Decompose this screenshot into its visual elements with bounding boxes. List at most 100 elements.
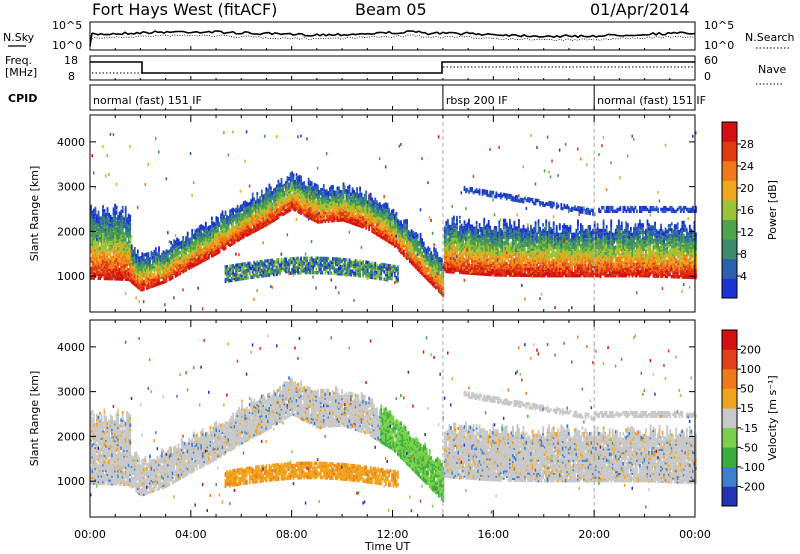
power-echo-cell [206, 237, 209, 242]
power-echo-cell [129, 231, 132, 236]
power-echo-cell [247, 212, 250, 216]
power-echo-cell [244, 202, 247, 206]
power-echo-cell [135, 278, 138, 282]
power-echo-cell [271, 271, 274, 275]
power-echo-cell [236, 277, 239, 282]
power-echo-cell [273, 192, 275, 196]
power-echo-cell [94, 268, 97, 273]
power-echo-cell [114, 237, 116, 242]
power-echo-cell [141, 280, 144, 284]
power-echo-cell [96, 261, 98, 265]
power-echo-cell [93, 223, 95, 228]
power-echo-cell [102, 267, 104, 271]
power-echo-cell [102, 255, 104, 260]
power-echo-cell [209, 238, 212, 242]
power-echo-cell [256, 195, 259, 200]
power-echo-cell [206, 234, 209, 238]
power-echo-cell [93, 231, 95, 235]
power-echo-cell [90, 204, 92, 209]
power-echo-cell [141, 282, 144, 286]
power-echo-cell [189, 261, 192, 266]
power-echo-cell [150, 277, 153, 281]
power-echo-cell [242, 271, 245, 275]
power-echo-cell [102, 240, 104, 245]
power-echo-cell [274, 206, 277, 210]
power-echo-cell [144, 268, 147, 272]
power-echo-cell [239, 218, 242, 222]
power-echo-cell [265, 200, 268, 204]
power-echo-cell [203, 226, 206, 230]
power-echo-cell [173, 258, 175, 262]
power-echo-cell [280, 191, 283, 195]
power-echo-cell [115, 258, 118, 262]
power-echo-cell [133, 260, 136, 264]
power-echo-cell [155, 281, 157, 285]
power-echo-cell [93, 257, 95, 261]
power-echo-cell [102, 259, 104, 264]
power-echo-cell [173, 296, 175, 300]
power-echo-cell [212, 236, 215, 240]
power-echo-cell [211, 216, 213, 221]
power-echo-cell [156, 260, 159, 264]
power-echo-cell [188, 260, 191, 265]
power-echo-cell [108, 220, 110, 224]
power-echo-cell [123, 252, 126, 257]
power-echo-cell [99, 248, 101, 252]
power-echo-cell [112, 237, 115, 241]
power-echo-cell [257, 262, 260, 266]
power-echo-cell [247, 219, 250, 223]
power-echo-cell [174, 270, 177, 274]
power-echo-cell [141, 286, 144, 290]
power-echo-cell [235, 213, 237, 217]
power-echo-cell [146, 258, 148, 262]
power-echo-cell [204, 242, 207, 246]
power-echo-cell [127, 243, 130, 248]
power-echo-cell [265, 202, 268, 206]
power-echo-cell [250, 231, 253, 235]
power-echo-cell [226, 224, 228, 229]
power-echo-cell [262, 207, 265, 212]
power-echo-cell [180, 253, 183, 258]
power-echo-cell [96, 216, 98, 220]
power-echo-cell [149, 285, 151, 289]
power-echo-cell [289, 204, 292, 208]
power-echo-cell [247, 265, 250, 269]
power-echo-cell [120, 239, 123, 244]
power-echo-cell [109, 241, 112, 245]
power-echo-cell [262, 200, 265, 204]
power-echo-cell [226, 235, 228, 240]
power-echo-cell [109, 243, 112, 247]
power-echo-cell [263, 134, 266, 138]
power-echo-cell [386, 203, 389, 207]
power-echo-cell [273, 193, 275, 198]
power-echo-cell [114, 215, 116, 219]
power-echo-cell [133, 265, 136, 270]
power-echo-cell [257, 200, 260, 205]
power-echo-cell [109, 228, 112, 232]
power-echo-cell [279, 195, 281, 200]
power-echo-cell [227, 153, 230, 157]
power-echo-cell [227, 236, 230, 241]
power-echo-cell [350, 196, 352, 200]
power-echo-cell [111, 228, 113, 232]
power-echo-cell [279, 210, 281, 215]
power-echo-cell [123, 251, 126, 255]
power-echo-cell [271, 217, 274, 221]
power-echo-cell [200, 226, 203, 230]
power-echo-cell [182, 249, 185, 253]
power-echo-cell [217, 230, 219, 234]
power-echo-cell [233, 229, 236, 233]
power-echo-cell [254, 269, 257, 274]
power-echo-cell [241, 264, 243, 268]
power-echo-cell [273, 199, 275, 204]
power-echo-cell [259, 201, 262, 206]
power-echo-cell [194, 259, 197, 263]
power-echo-cell [200, 231, 203, 236]
power-echo-cell [106, 265, 109, 269]
power-echo-cell [109, 271, 112, 275]
power-echo-cell [253, 275, 256, 279]
power-echo-cell [254, 206, 257, 210]
power-echo-cell [115, 262, 118, 266]
power-echo-cell [262, 274, 265, 278]
power-echo-cell [94, 212, 97, 216]
